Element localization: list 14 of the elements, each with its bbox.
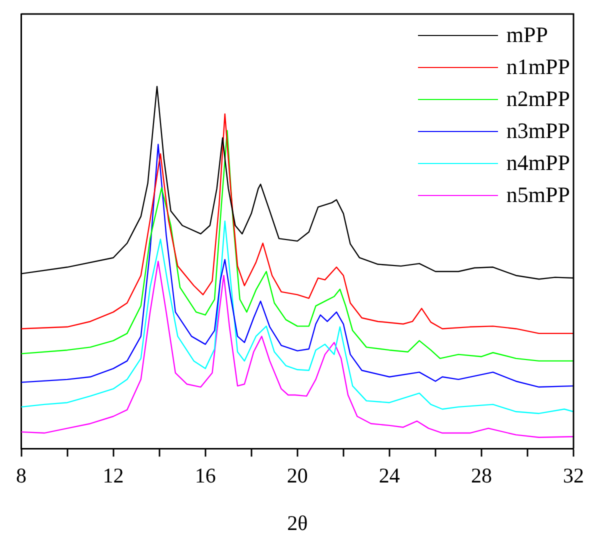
x-tick-label: 20 xyxy=(286,464,308,488)
x-tick-label: 12 xyxy=(102,464,124,488)
legend-label: n5mPP xyxy=(506,182,570,208)
x-tick-label: 32 xyxy=(563,464,584,488)
legend-label: n3mPP xyxy=(506,118,570,144)
legend-label: mPP xyxy=(506,22,548,48)
x-tick-label: 24 xyxy=(378,464,400,488)
legend-label: n1mPP xyxy=(506,54,570,80)
x-tick-label: 16 xyxy=(194,464,216,488)
x-tick-label: 8 xyxy=(16,464,26,488)
legend-label: n4mPP xyxy=(506,150,570,176)
x-tick-label: 28 xyxy=(470,464,492,488)
x-axis-title: 2θ xyxy=(287,510,308,535)
legend-label: n2mPP xyxy=(506,86,570,112)
